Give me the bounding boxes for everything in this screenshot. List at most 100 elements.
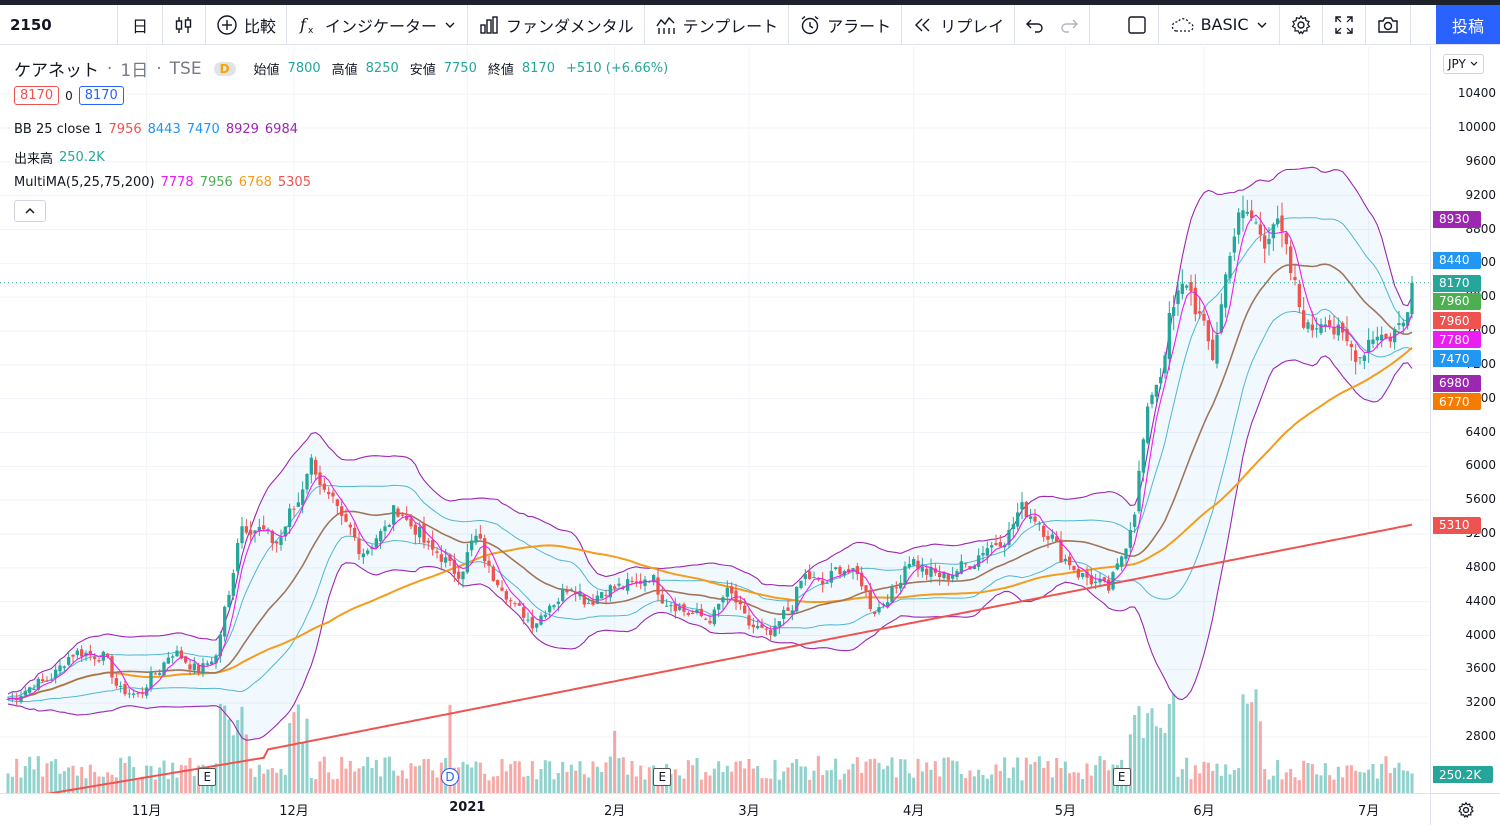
- price-axis[interactable]: JPY 104001000096009200880084008000760072…: [1430, 46, 1500, 793]
- candle-body: [201, 663, 205, 674]
- candle-body: [205, 663, 209, 665]
- compare-button[interactable]: 比較: [206, 5, 288, 44]
- candle-body: [88, 650, 92, 655]
- volume-bar: [673, 769, 677, 793]
- candle-body: [799, 580, 803, 588]
- earnings-marker[interactable]: E: [1112, 768, 1131, 786]
- volume-bar: [582, 774, 586, 793]
- window-top-bar: [0, 0, 1500, 5]
- volume-bar: [483, 773, 487, 793]
- volume-bar: [1180, 769, 1184, 793]
- candle-body: [231, 573, 235, 596]
- svg-text:x: x: [308, 26, 314, 36]
- price-chart[interactable]: [0, 46, 1430, 793]
- settings-button[interactable]: [1280, 5, 1323, 44]
- candle-body: [1059, 539, 1063, 563]
- volume-bar: [1055, 757, 1059, 793]
- volume-bar: [1280, 779, 1284, 793]
- candle-body: [1159, 377, 1163, 384]
- chart-pane[interactable]: E D E E: [0, 46, 1430, 793]
- dividend-marker[interactable]: D: [441, 768, 459, 786]
- replay-button[interactable]: リプレイ: [902, 5, 1016, 44]
- volume-bar: [1306, 763, 1310, 793]
- candle-body: [1124, 548, 1128, 559]
- candle-body: [1263, 235, 1267, 249]
- volume-bar: [699, 779, 703, 793]
- chart-settings-corner[interactable]: [1430, 793, 1500, 825]
- volume-bar: [1068, 773, 1072, 793]
- volume-legend[interactable]: 出来高 250.2K: [14, 148, 105, 167]
- volume-bar: [968, 770, 972, 793]
- candle-body: [444, 557, 448, 563]
- rewind-icon: [915, 18, 930, 31]
- publish-button[interactable]: 投稿: [1435, 5, 1500, 44]
- publish-label: 投稿: [1451, 16, 1484, 36]
- time-tick-label: 11月: [131, 804, 162, 819]
- buy-button[interactable]: 8170: [78, 86, 124, 105]
- volume-bar: [318, 761, 322, 793]
- volume-bar: [1371, 764, 1375, 793]
- volume-bar: [1024, 757, 1028, 793]
- candle-body: [985, 548, 989, 556]
- volume-bar: [279, 768, 283, 793]
- candle-body: [699, 608, 703, 617]
- snapshot-button[interactable]: [1366, 5, 1411, 44]
- bb-legend[interactable]: BB 25 close 1 7956 8443 7470 8929 6984: [14, 122, 298, 137]
- volume-bar: [509, 764, 513, 793]
- ma5-value: 7778: [160, 175, 194, 190]
- candle-body: [665, 605, 669, 607]
- sell-button[interactable]: 8170: [14, 86, 60, 105]
- volume-bar: [119, 757, 123, 793]
- undo-redo-group: [1015, 5, 1091, 44]
- volume-bar: [314, 778, 318, 793]
- earnings-marker[interactable]: E: [198, 768, 217, 786]
- volume-bar: [1250, 702, 1254, 793]
- fullscreen-button[interactable]: [1323, 5, 1366, 44]
- layout-select-button[interactable]: [1116, 5, 1159, 44]
- candle-body: [158, 673, 162, 675]
- symbol-search-button[interactable]: 2150: [0, 5, 118, 44]
- candle-body: [1310, 324, 1314, 331]
- candle-body: [1254, 222, 1258, 224]
- candle-body: [214, 655, 218, 664]
- candle-body: [296, 502, 300, 507]
- candle-body: [1336, 324, 1340, 336]
- candle-body: [769, 629, 773, 635]
- symbol-legend[interactable]: ケアネット · 1日 · TSE D 始値 7800 高値 8250 安値 7750 …: [14, 56, 671, 82]
- undo-icon[interactable]: [1025, 15, 1045, 35]
- candle-body: [1024, 501, 1028, 518]
- volume-bar: [71, 765, 75, 793]
- earnings-marker[interactable]: E: [653, 768, 672, 786]
- volume-bar: [305, 718, 309, 793]
- volume-bar: [262, 773, 266, 793]
- volume-bar: [1089, 775, 1093, 793]
- volume-bar: [361, 766, 365, 793]
- volume-bar: [868, 759, 872, 793]
- candle-body: [1237, 212, 1241, 235]
- volume-bar: [6, 773, 10, 793]
- candle-body: [244, 526, 248, 533]
- redo-icon[interactable]: [1059, 15, 1079, 35]
- volume-bar: [253, 776, 257, 793]
- templates-button[interactable]: テンプレート: [645, 5, 790, 44]
- fundamental-button[interactable]: ファンダメンタル: [468, 5, 645, 44]
- candle-body: [552, 605, 556, 608]
- candle-body: [340, 506, 344, 516]
- cloud-layout-button[interactable]: BASIC: [1159, 5, 1280, 44]
- time-axis[interactable]: 11月 12月 2021 2月 3月 4月 5月 6月 7月: [0, 793, 1430, 825]
- volume-bar: [1410, 773, 1414, 793]
- alert-button[interactable]: アラート: [789, 5, 903, 44]
- interval-button[interactable]: 日: [118, 5, 164, 44]
- price-tick-label: 3200: [1465, 695, 1496, 710]
- volume-bar: [1219, 775, 1223, 793]
- collapse-legend-button[interactable]: [14, 200, 46, 222]
- volume-bar: [422, 759, 426, 793]
- volume-bar: [686, 760, 690, 793]
- volume-bar: [1098, 756, 1102, 793]
- currency-select[interactable]: JPY: [1443, 54, 1484, 74]
- chart-style-button[interactable]: [163, 5, 207, 44]
- volume-bar: [366, 756, 370, 793]
- multima-legend[interactable]: MultiMA(5,25,75,200) 7778 7956 6768 5305: [14, 175, 311, 190]
- volume-bar: [530, 761, 534, 793]
